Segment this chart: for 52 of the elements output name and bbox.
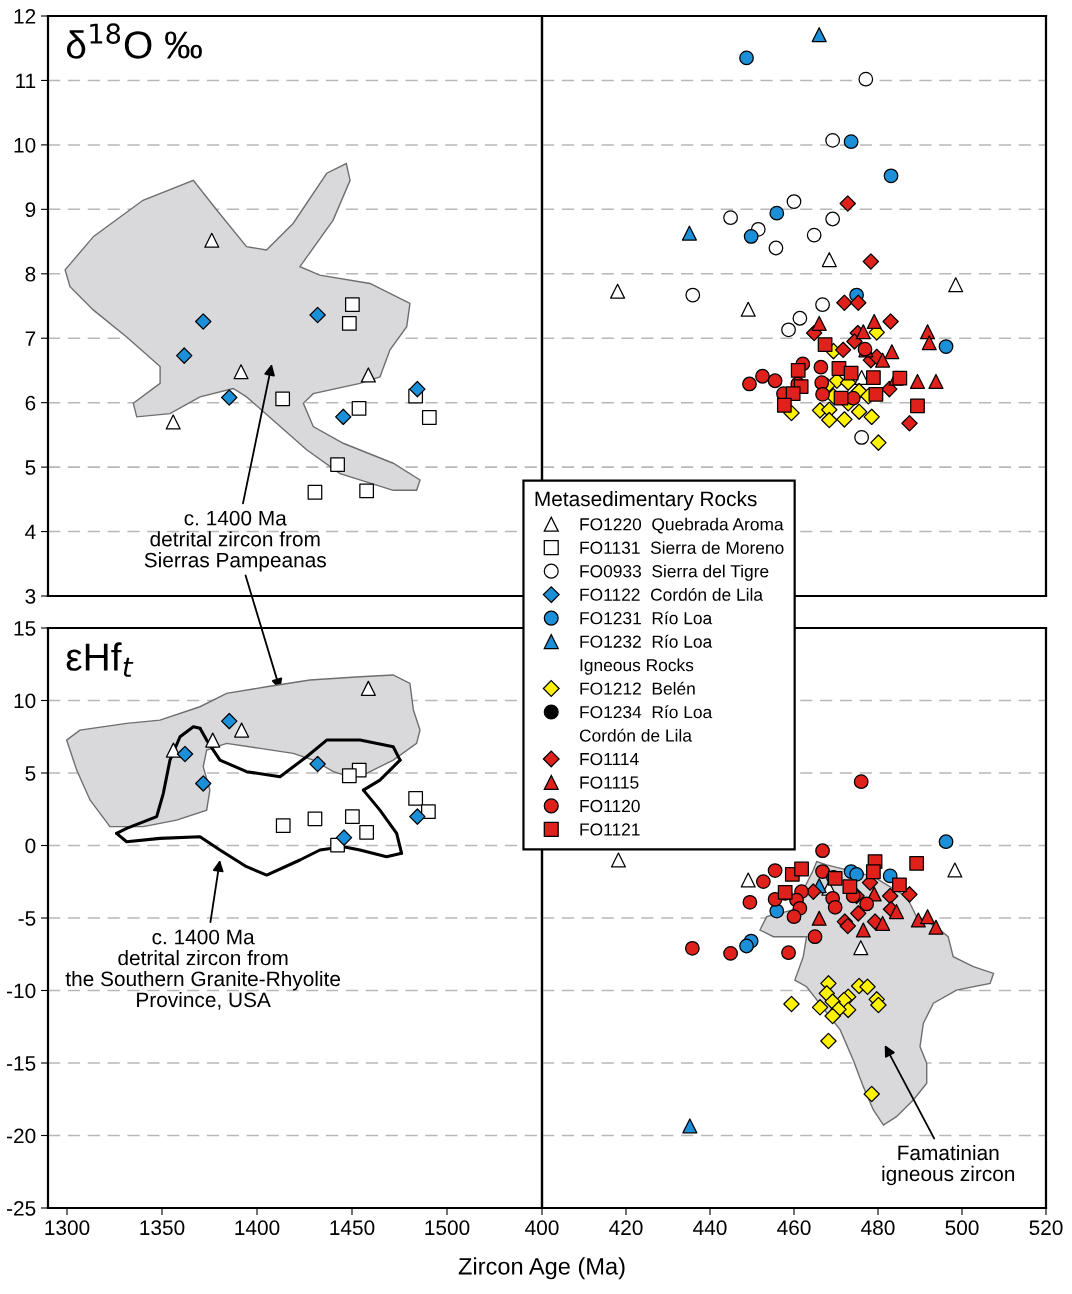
y-tick-label: 3: [25, 589, 36, 604]
x-tick-label: 1500: [425, 1220, 470, 1236]
y-axis-title: δ$^{18}$O ‰: [66, 23, 202, 59]
x-axis-title: Zircon Age (Ma): [458, 1257, 625, 1280]
x-tick-label: 420: [609, 1220, 643, 1236]
y-tick-label: 7: [25, 331, 36, 346]
legend-title: Metasedimentary Rocks: [535, 490, 757, 511]
x-tick-label: 1350: [140, 1220, 185, 1236]
annotation: Cordón de Lila: [579, 728, 692, 742]
y-tick-label: 8: [25, 266, 36, 282]
y-tick-label: -25: [7, 1201, 36, 1216]
legend-label: FO1121: [580, 823, 640, 836]
legend-label: FO1234 Río Loa: [580, 705, 713, 719]
legend-label: FO1232 Río Loa: [580, 634, 713, 648]
x-tick-label: 1300: [45, 1220, 90, 1236]
y-tick-label: 15: [14, 621, 36, 636]
y-tick-label: -5: [18, 911, 36, 926]
y-tick-label: 5: [25, 460, 36, 475]
legend-label: FO1231 Río Loa: [580, 611, 713, 625]
legend-label: FO1114: [580, 752, 639, 766]
annotation: c. 1400 Ma detrital zircon from Sierras Pampeanas: [144, 510, 326, 572]
x-tick-label: 460: [777, 1220, 811, 1236]
y-tick-label: 6: [25, 395, 36, 411]
x-tick-label: 400: [525, 1220, 559, 1236]
legend-label: FO1131 Sierra de Moreno: [580, 541, 784, 554]
legend-label: FO1120: [580, 799, 640, 813]
annotation: c. 1400 Ma detrital zircon from the Southern Granite-Rhyolite Province, USA: [65, 929, 341, 1010]
x-tick-label: 1450: [330, 1220, 375, 1236]
y-tick-label: 10: [14, 693, 36, 709]
y-tick-label: 4: [25, 524, 36, 540]
x-tick-label: 480: [861, 1220, 895, 1236]
y-tick-label: 9: [25, 202, 36, 218]
legend-label: FO1115: [580, 776, 639, 789]
y-tick-label: -10: [7, 983, 36, 999]
x-tick-label: 1400: [235, 1220, 280, 1236]
y-tick-label: 0: [25, 838, 36, 854]
y-tick-label: -20: [7, 1128, 36, 1144]
y-tick-label: 11: [16, 73, 36, 88]
y-tick-label: 10: [14, 137, 36, 153]
legend-label: FO0933 Sierra del Tigre: [580, 564, 769, 581]
y-tick-label: 5: [25, 766, 36, 781]
y-tick-label: 12: [14, 9, 36, 24]
x-tick-label: 440: [693, 1220, 727, 1236]
y-axis-title: εHf$_{t}$: [66, 642, 134, 677]
legend-label: FO1122 Cordón de Lila: [580, 587, 764, 601]
legend-label: FO1220 Quebrada Aroma: [580, 517, 784, 534]
x-tick-label: 520: [1029, 1220, 1063, 1236]
legend-label: FO1212 Belén: [580, 681, 695, 695]
x-tick-label: 500: [945, 1220, 979, 1236]
annotation: Famatinian igneous zircon: [882, 1144, 1015, 1186]
annotation: Igneous Rocks: [580, 658, 694, 675]
y-tick-label: -15: [7, 1056, 36, 1071]
